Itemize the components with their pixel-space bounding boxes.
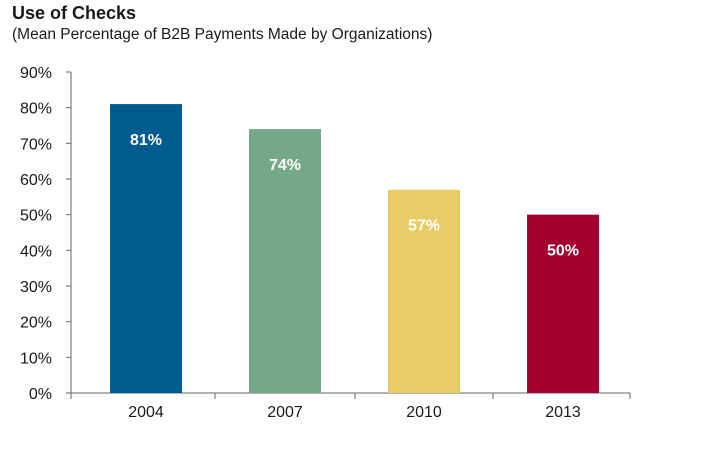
x-tick-label: 2013 (545, 404, 581, 421)
bar-2004 (110, 104, 182, 393)
y-tick-label: 60% (20, 172, 52, 189)
bars (110, 104, 599, 394)
y-tick-label: 70% (20, 136, 52, 153)
x-axis: 2004 2007 2010 2013 (70, 392, 631, 421)
chart-subtitle: (Mean Percentage of B2B Payments Made by… (12, 26, 433, 43)
y-tick-label: 80% (20, 101, 52, 118)
y-tick-label: 10% (20, 350, 52, 367)
data-label: 50% (547, 243, 579, 260)
y-axis: 0% 10% 20% 30% 40% 50% 60% 70% 80% 90% (20, 65, 72, 403)
x-tick-label: 2007 (267, 404, 303, 421)
y-tick-label: 40% (20, 243, 52, 260)
y-tick-label: 0% (29, 386, 52, 403)
data-label: 74% (269, 157, 301, 174)
y-tick-label: 90% (20, 65, 52, 82)
data-label: 81% (130, 132, 162, 149)
bar-2007 (249, 129, 321, 394)
y-tick-label: 50% (20, 208, 52, 225)
chart-title: Use of Checks (12, 3, 137, 23)
x-tick-label: 2010 (406, 404, 442, 421)
bar-2010 (388, 189, 460, 393)
data-labels: 81% 74% 57% 50% (130, 132, 579, 260)
bar-2013 (527, 214, 599, 393)
x-tick-label: 2004 (128, 404, 164, 421)
y-tick-label: 30% (20, 279, 52, 296)
data-label: 57% (408, 218, 440, 235)
y-tick-label: 20% (20, 315, 52, 332)
